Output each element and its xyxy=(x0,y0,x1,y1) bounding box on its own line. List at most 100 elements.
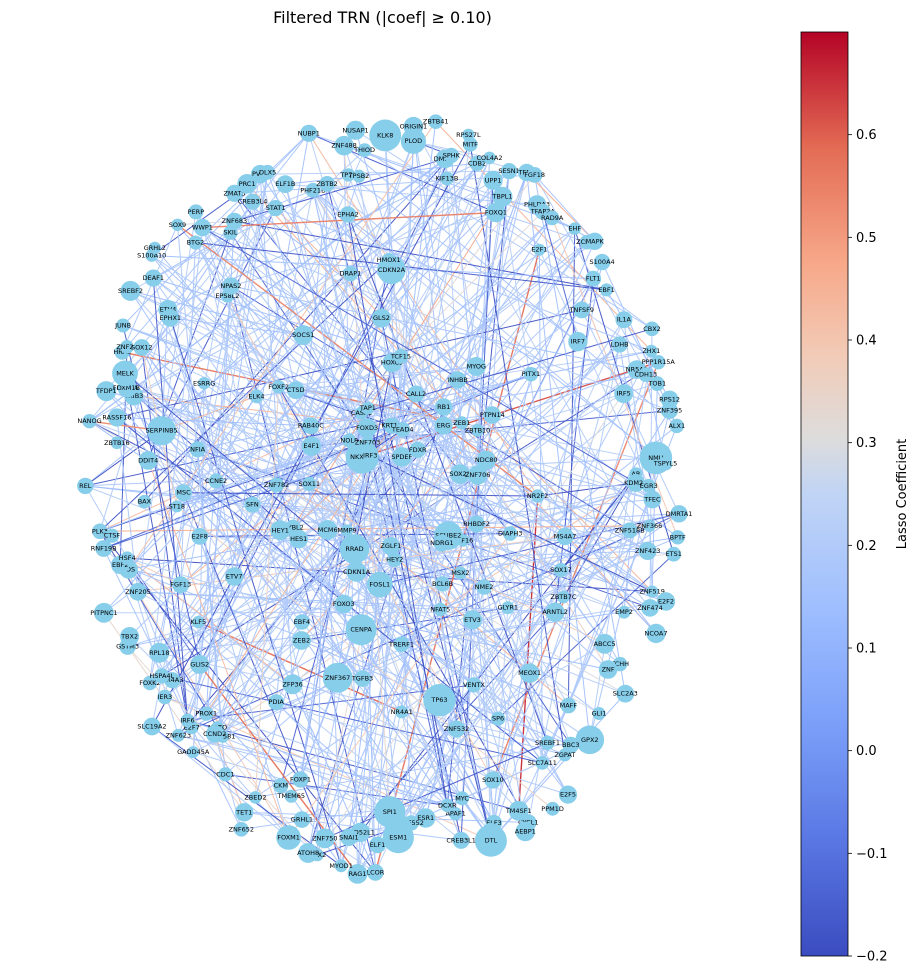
edge xyxy=(141,347,310,485)
node-col4a2: COL4A2 xyxy=(477,151,503,165)
edge xyxy=(205,456,403,715)
edge xyxy=(417,449,569,706)
node-atoh8: ATOH8 xyxy=(297,843,319,863)
edge xyxy=(149,227,203,684)
edge xyxy=(234,220,607,291)
colorbar-tick: 0.2 xyxy=(848,539,877,554)
node-label: RPS12 xyxy=(659,396,680,404)
node-label: PERP xyxy=(188,208,205,216)
node-label: CENPA xyxy=(350,626,372,634)
node-label: CTSF xyxy=(104,532,121,540)
node-label: TSPYL5 xyxy=(653,460,678,468)
node-label: RAG1 xyxy=(349,870,367,878)
node-dtl: DTL xyxy=(474,824,507,857)
node-label: LCOR xyxy=(367,868,385,876)
node-label: ETS1 xyxy=(666,550,682,558)
node-label: ELF1B xyxy=(275,180,295,188)
edge xyxy=(589,350,652,740)
node-nusap1: NUSAP1 xyxy=(342,120,369,140)
edge xyxy=(152,277,621,665)
node-label: TP73 xyxy=(339,171,356,179)
node-label: SESN1 xyxy=(498,167,519,175)
node-irf3: IRF3 xyxy=(362,448,378,463)
edge xyxy=(126,387,311,427)
node-label: BPTF xyxy=(670,533,686,541)
edge xyxy=(300,440,350,780)
edge xyxy=(187,175,360,721)
edge xyxy=(222,640,302,737)
node-label: DTL xyxy=(485,837,498,845)
node-label: GLIS2 xyxy=(190,661,209,669)
node-myog: MYOG xyxy=(467,357,486,376)
node-znf706: ZNF706 xyxy=(465,465,490,485)
edge xyxy=(259,174,304,336)
node-label: ZNF552 xyxy=(398,819,423,827)
node-label: ATOH8 xyxy=(297,849,319,857)
node-label: APAF1 xyxy=(445,810,465,818)
node-label: REL xyxy=(79,482,92,490)
node-label: EBF2 xyxy=(112,561,128,569)
node-diaph3: DIAPH3 xyxy=(498,526,522,541)
node-label: EBF4 xyxy=(294,618,310,626)
edge xyxy=(541,705,569,764)
edge xyxy=(394,525,650,561)
edge xyxy=(343,455,371,605)
node-irf5: IRF5 xyxy=(614,384,633,404)
edge xyxy=(130,290,444,427)
node-tmem65: TMEM65 xyxy=(277,789,305,803)
node-label: INHBB xyxy=(447,376,468,384)
node-label: DMRTA1 xyxy=(666,510,693,518)
colorbar-gradient xyxy=(800,31,849,957)
edge xyxy=(526,172,591,740)
edge xyxy=(215,149,366,482)
node-slc7a11: SLC7A11 xyxy=(528,756,557,770)
edge xyxy=(137,211,197,592)
node-label: ZEB1 xyxy=(453,419,470,427)
node-label: ZNF623 xyxy=(166,731,191,739)
node-hmox1: HMOX1 xyxy=(377,253,401,268)
edge xyxy=(170,317,362,414)
node-label: CDC1 xyxy=(216,770,234,778)
node-hey1: HEY1 xyxy=(270,520,291,541)
node-rnf19b: RNF19B xyxy=(91,540,117,557)
edge-layer xyxy=(84,121,680,875)
node-abcc5: ABCC5 xyxy=(594,633,616,654)
node-gli1: GLI1 xyxy=(592,707,606,720)
node-rrad: RRAD xyxy=(339,534,370,564)
node-label: ST18 xyxy=(169,502,185,510)
node-label: TCF15 xyxy=(390,352,411,360)
colorbar-tick: −0.2 xyxy=(848,950,888,965)
node-serpinb5: SERPINB5 xyxy=(146,416,178,446)
edge xyxy=(199,172,269,665)
edge xyxy=(164,696,463,799)
edge xyxy=(357,362,393,874)
edge xyxy=(192,285,232,753)
node-maff: MAFF xyxy=(560,697,577,714)
node-foxm1: FOXM1 xyxy=(276,825,301,850)
node-dcxr: DCXR xyxy=(438,798,457,813)
plot-title: Filtered TRN (|coef| ≥ 0.10) xyxy=(273,8,492,27)
node-sphk: SPHK xyxy=(443,147,461,164)
node-st18: ST18 xyxy=(169,500,185,513)
node-ndc80: NDC80 xyxy=(475,450,498,470)
node-ppm1d: PPM1D xyxy=(541,801,564,816)
node-msx2: MSX2 xyxy=(451,566,470,580)
colorbar-tick: 0.4 xyxy=(848,334,877,349)
node-tfec: TFEC xyxy=(643,490,662,509)
node-ets1: ETS1 xyxy=(666,546,682,562)
node-nme2: NME2 xyxy=(475,579,493,595)
node-label: ZNF423 xyxy=(635,547,660,555)
node-label: CBX2 xyxy=(643,325,661,333)
node-label: TBX2 xyxy=(120,633,138,641)
node-label: CCNE2 xyxy=(205,477,227,485)
node-etv3: ETV3 xyxy=(462,610,483,630)
node-rad9a: RAD9A xyxy=(541,210,564,226)
node-label: ETV7 xyxy=(226,573,243,581)
node-label: ESM1 xyxy=(389,834,407,842)
node-znf518b: ZNF518B xyxy=(615,522,645,539)
node-ckm: CKM xyxy=(273,778,289,794)
node-label: KLK8 xyxy=(377,131,393,139)
node-label: EHF xyxy=(568,225,581,233)
edge xyxy=(388,157,490,261)
